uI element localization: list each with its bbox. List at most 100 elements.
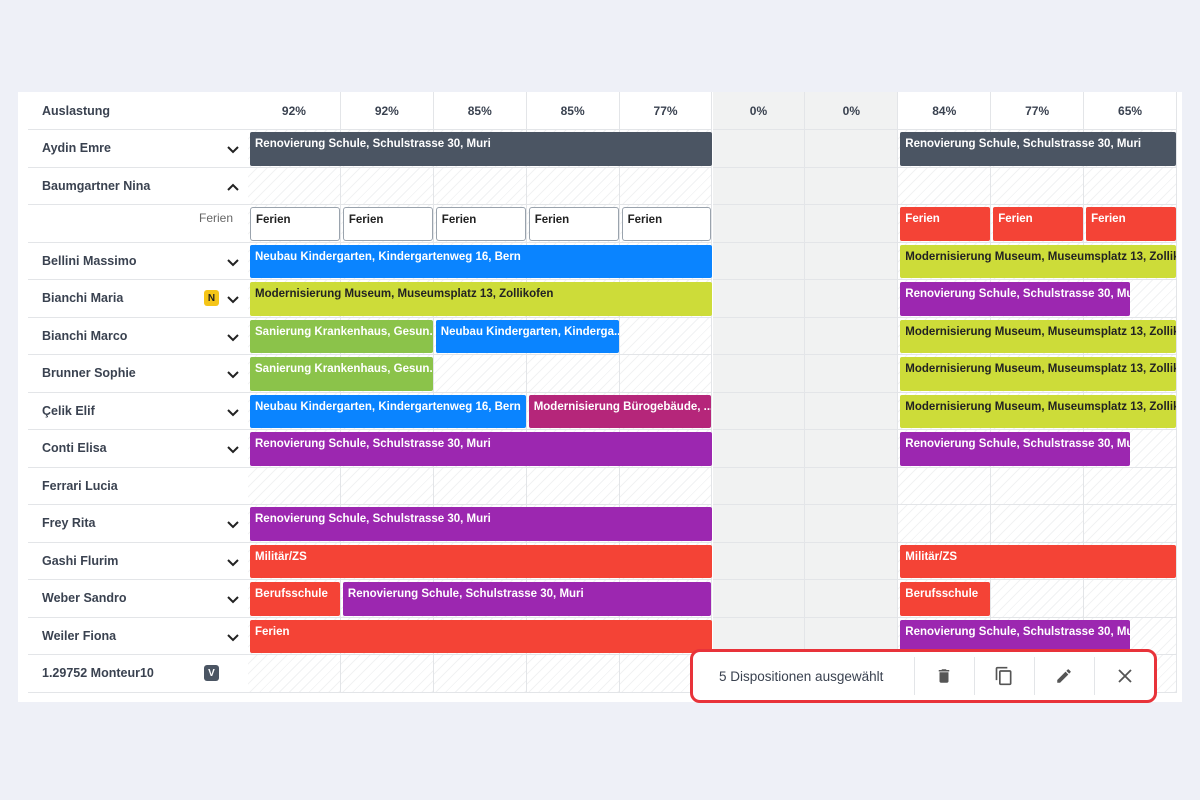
day-cell <box>619 355 713 393</box>
day-cell <box>805 280 899 318</box>
utilization: 92% <box>248 92 341 130</box>
toggle[interactable] <box>226 442 240 456</box>
disposition-bar[interactable]: Militär/ZS <box>250 544 712 578</box>
utilization: 77% <box>991 92 1085 130</box>
day-cell <box>805 317 899 355</box>
day-cell <box>898 167 992 205</box>
day-cell <box>712 542 806 580</box>
disposition-bar[interactable]: Sanierung Krankenhaus, Gesun... <box>250 357 433 391</box>
day-cell <box>526 655 620 693</box>
disposition-bar[interactable]: Renovierung Schule, Schulstrasse 30, Mur… <box>900 432 1130 466</box>
disposition-bar[interactable]: Renovierung Schule, Schulstrasse 30, Mur… <box>250 432 712 466</box>
day-cell <box>805 242 899 280</box>
disposition-bar[interactable]: Ferien <box>621 207 712 241</box>
delete-button[interactable] <box>913 657 974 695</box>
person-name: Weber Sandro <box>28 580 248 618</box>
disposition-bar[interactable]: Ferien <box>435 207 526 241</box>
edit-icon <box>1057 669 1072 683</box>
toggle[interactable] <box>226 367 240 381</box>
disposition-bar[interactable]: Ferien <box>250 207 340 241</box>
edit-button[interactable] <box>1033 657 1094 695</box>
utilization: 0% <box>712 92 806 130</box>
day-cell <box>1084 167 1177 205</box>
toggle[interactable] <box>226 555 240 569</box>
day-cell <box>712 505 806 543</box>
day-cell <box>433 655 527 693</box>
person-name: Frey Rita <box>28 505 248 543</box>
day-cell <box>712 317 806 355</box>
day-cell <box>1084 580 1177 618</box>
disposition-bar[interactable]: Renovierung Schule, Schulstrasse 30, Mur… <box>342 582 712 616</box>
toggle[interactable] <box>226 255 240 269</box>
disposition-bar[interactable]: Neubau Kindergarten, Kinderga... <box>435 319 619 353</box>
disposition-bar[interactable]: Ferien <box>1086 207 1176 241</box>
toggle[interactable] <box>226 180 240 194</box>
selection-toolbar: 5 Dispositionen ausgewählt <box>690 649 1157 703</box>
disposition-bar[interactable]: Ferien <box>342 207 433 241</box>
day-cell <box>991 467 1085 505</box>
disposition-bar[interactable]: Modernisierung Museum, Museumsplatz 13, … <box>250 282 712 316</box>
toggle[interactable] <box>226 517 240 531</box>
disposition-bar[interactable]: Modernisierung Museum, Museumsplatz 13, … <box>900 357 1176 391</box>
person-name: Conti Elisa <box>28 430 248 468</box>
day-cell <box>898 467 992 505</box>
day-cell <box>712 167 806 205</box>
day-cell <box>340 655 434 693</box>
disposition-bar[interactable]: Modernisierung Museum, Museumsplatz 13, … <box>900 244 1176 278</box>
disposition-bar[interactable]: Modernisierung Museum, Museumsplatz 13, … <box>900 394 1176 428</box>
disposition-bar[interactable]: Modernisierung Bürogebäude, ... <box>528 394 712 428</box>
disposition-bar[interactable]: Renovierung Schule, Schulstrasse 30, Mur… <box>900 619 1130 653</box>
person-name: Brunner Sophie <box>28 355 248 393</box>
disposition-bar[interactable]: Sanierung Krankenhaus, Gesun... <box>250 319 433 353</box>
utilization: 65% <box>1084 92 1177 130</box>
disposition-bar[interactable]: Berufsschule <box>900 582 991 616</box>
toggle[interactable] <box>226 592 240 606</box>
disposition-bar[interactable]: Ferien <box>528 207 619 241</box>
person-name: Çelik Elif <box>28 393 248 430</box>
toggle[interactable] <box>226 330 240 344</box>
person-name: Gashi Flurim <box>28 543 248 580</box>
disposition-bar[interactable]: Neubau Kindergarten, Kindergartenweg 16,… <box>250 244 712 278</box>
person-name: Ferrari Lucia <box>28 468 248 505</box>
disposition-bar[interactable]: Renovierung Schule, Schulstrasse 30, Mur… <box>900 132 1176 166</box>
toggle[interactable] <box>226 142 240 156</box>
day-cell <box>712 205 806 243</box>
disposition-bar[interactable]: Ferien <box>900 207 991 241</box>
day-cell <box>805 430 899 468</box>
day-cell <box>1084 467 1177 505</box>
disposition-bar[interactable]: Ferien <box>250 619 712 653</box>
day-cell <box>991 580 1085 618</box>
utilization: 77% <box>619 92 713 130</box>
disposition-bar[interactable]: Modernisierung Museum, Museumsplatz 13, … <box>900 319 1176 353</box>
close-icon <box>1117 669 1132 683</box>
trash-icon <box>939 669 950 683</box>
day-cell <box>1084 505 1177 543</box>
person-name: Weiler Fiona <box>28 618 248 655</box>
disposition-bar[interactable]: Ferien <box>993 207 1084 241</box>
disposition-bar[interactable]: Berufsschule <box>250 582 340 616</box>
day-cell <box>248 655 341 693</box>
disposition-bar[interactable]: Renovierung Schule, Schulstrasse 30, Mur… <box>900 282 1130 316</box>
day-cell <box>712 467 806 505</box>
day-cell <box>712 130 806 168</box>
disposition-bar[interactable]: Renovierung Schule, Schulstrasse 30, Mur… <box>250 132 712 166</box>
utilization: 92% <box>340 92 434 130</box>
day-cell <box>619 317 713 355</box>
utilization: 85% <box>526 92 620 130</box>
day-cell <box>433 167 527 205</box>
copy-button[interactable] <box>973 657 1034 695</box>
disposition-bar[interactable]: Militär/ZS <box>900 544 1176 578</box>
disposition-bar[interactable]: Renovierung Schule, Schulstrasse 30, Mur… <box>250 507 712 541</box>
day-cell <box>805 580 899 618</box>
toggle[interactable] <box>226 630 240 644</box>
toggle[interactable] <box>226 292 240 306</box>
day-cell <box>805 205 899 243</box>
toggle[interactable] <box>226 405 240 419</box>
person-name: 1.29752 Monteur10 <box>28 655 248 693</box>
day-cell <box>805 505 899 543</box>
disposition-bar[interactable]: Neubau Kindergarten, Kindergartenweg 16,… <box>250 394 526 428</box>
day-cell <box>991 167 1085 205</box>
close-button[interactable] <box>1093 657 1154 695</box>
person-name: Baumgartner Nina <box>28 168 248 205</box>
